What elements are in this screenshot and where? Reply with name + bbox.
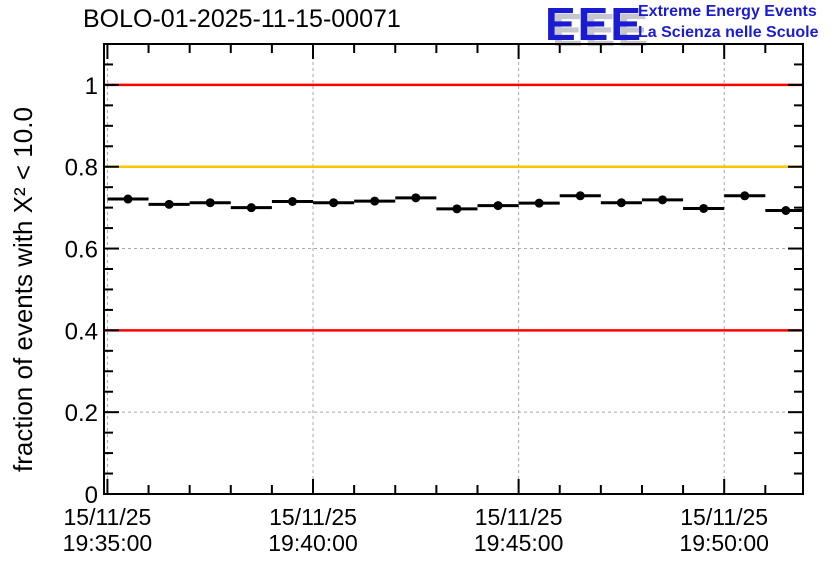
data-marker (699, 203, 709, 213)
y-tick-label: 0.2 (65, 400, 98, 427)
plot-frame (103, 43, 804, 495)
x-tick-label-time: 19:45:00 (474, 530, 564, 556)
data-marker (246, 203, 256, 213)
x-tick-label-time: 19:35:00 (63, 530, 153, 556)
data-marker (493, 201, 503, 211)
plot-title: BOLO-01-2025-11-15-00071 (83, 5, 401, 33)
data-marker (534, 198, 544, 208)
data-marker (329, 198, 339, 208)
x-tick-label-date: 15/11/25 (64, 504, 152, 530)
x-tick-label-date: 15/11/25 (475, 504, 563, 530)
data-marker (575, 191, 585, 201)
x-tick-label-date: 15/11/25 (269, 504, 357, 530)
data-marker (740, 191, 750, 201)
eee-logo-acronym: EEE (545, 0, 644, 50)
y-tick-label: 1 (85, 73, 98, 100)
eee-logo-line2: La Scienza nelle Scuole (638, 24, 819, 41)
data-marker (781, 206, 791, 215)
data-marker (411, 193, 421, 203)
data-marker (452, 204, 462, 214)
data-marker (616, 198, 626, 208)
data-marker (287, 197, 297, 206)
x-tick-label-time: 19:50:00 (679, 530, 769, 556)
data-marker (658, 195, 668, 205)
data-marker (123, 194, 133, 204)
eee-logo-line1: Extreme Energy Events (638, 3, 817, 20)
data-marker (164, 199, 174, 209)
x-tick-label-date: 15/11/25 (680, 504, 768, 530)
y-tick-label: 0.4 (65, 318, 98, 345)
data-marker (205, 198, 215, 208)
y-tick-label: 0.8 (65, 155, 98, 182)
data-marker (370, 196, 380, 206)
y-tick-label: 0 (85, 482, 98, 509)
y-tick-label: 0.6 (65, 237, 98, 264)
x-tick-label-time: 19:40:00 (268, 530, 358, 556)
